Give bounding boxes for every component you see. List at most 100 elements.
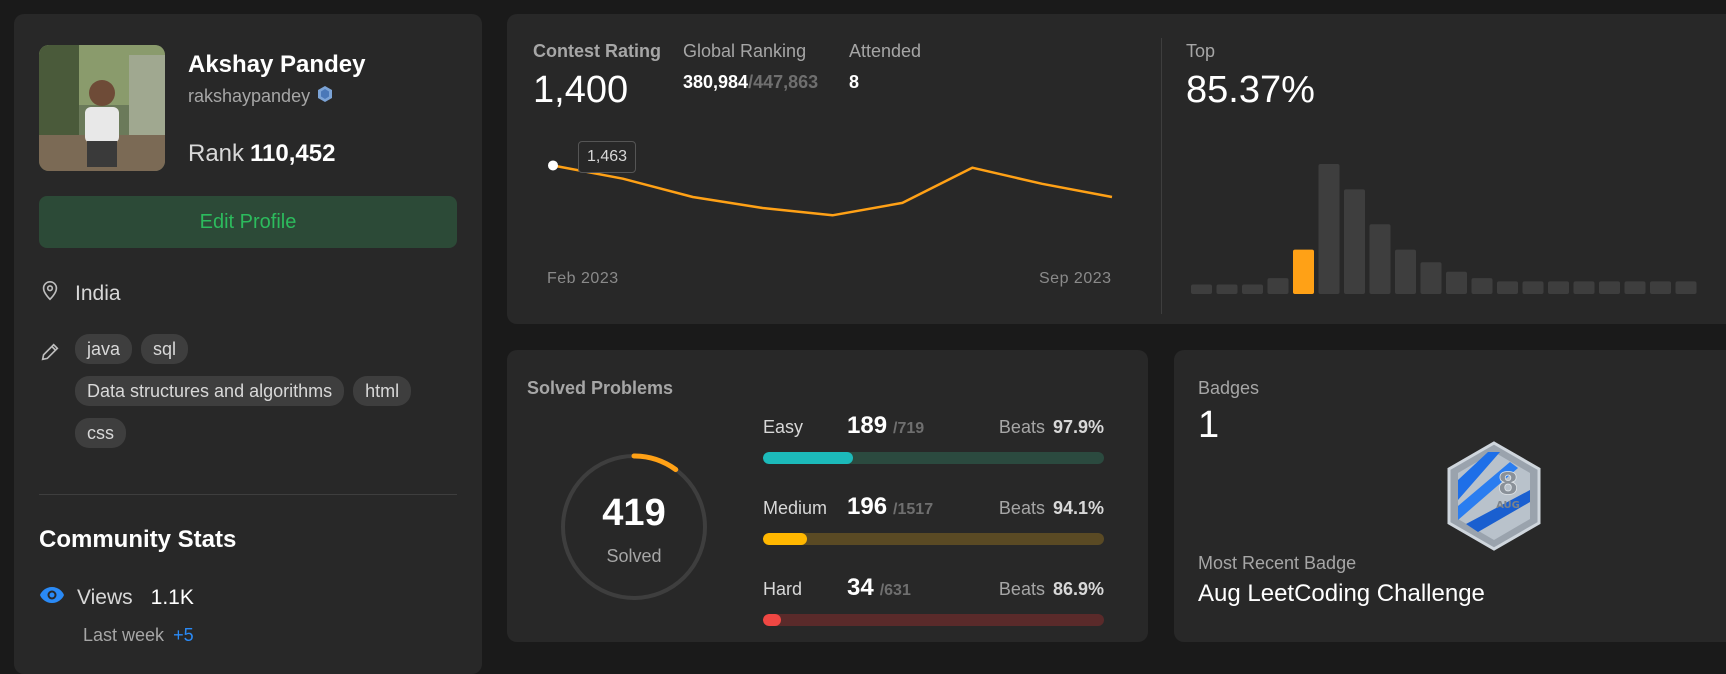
difficulty-bar-fill [763,452,853,464]
views-stat: Views 1.1K [39,586,194,610]
skill-tag[interactable]: Data structures and algorithms [75,376,345,406]
skill-tag[interactable]: sql [141,334,189,364]
histogram-bar [1242,284,1263,294]
rating-line-chart[interactable] [507,14,1147,324]
x-tick-label: Sep 2023 [1039,270,1112,287]
divider [39,494,457,495]
global-ranking-label: Global Ranking [683,41,807,61]
histogram-bar [1522,281,1544,294]
attended-value: 8 [849,72,860,92]
attended-label: Attended [849,41,922,61]
eye-icon [39,586,65,610]
histogram-bar [1369,224,1391,294]
rating-histogram[interactable] [507,14,1726,324]
difficulty-medium[interactable]: Medium 196 /1517 Beats 94.1% [763,493,1104,545]
histogram-bar [1624,281,1646,294]
histogram-bar [1471,278,1493,294]
histogram-bar [1267,278,1289,294]
aug-badge-icon[interactable]: 8 AUG [1444,440,1544,552]
username: rakshaypandey [188,85,334,108]
difficulty-easy[interactable]: Easy 189 /719 Beats 97.9% [763,412,1104,464]
histogram-bar [1191,284,1212,294]
difficulty-name: Easy [763,417,804,437]
recent-badge-label: Most Recent Badge [1198,553,1357,573]
histogram-bar [1675,281,1697,294]
difficulty-count: 196 [847,493,888,520]
skills-list: java sql Data structures and algorithms … [75,334,455,448]
difficulty-bar-fill [763,533,807,545]
solved-progress-ring [560,453,708,601]
global-total: /447,863 [748,72,819,92]
difficulty-name: Hard [763,579,803,599]
top-label: Top [1186,41,1216,61]
contest-rating-label: Contest Rating [533,41,661,61]
difficulty-bar-fill [763,614,782,626]
rank-value: 110,452 [250,140,336,167]
beats-value: 97.9% [1052,417,1104,437]
profile-name: Akshay Pandey [188,51,366,78]
last-week-label: Last week [83,625,165,645]
badges-card: Badges 1 8 AUG Most Recent Badge Aug Lee… [1174,350,1726,642]
contest-rating-value: 1,400 [533,69,629,111]
beats-label: Beats [998,417,1045,437]
edit-profile-button[interactable]: Edit Profile [39,196,457,248]
histogram-bar [1420,262,1442,294]
avatar[interactable] [39,45,165,171]
beats-value: 86.9% [1052,579,1104,599]
difficulty-hard[interactable]: Hard 34 /631 Beats 86.9% [763,574,1104,626]
beats-value: 94.1% [1052,498,1104,518]
skill-tag[interactable]: css [75,418,126,448]
profile-card: Akshay Pandey rakshaypandey Rank 110,452 … [14,14,482,674]
solved-label: Solved [606,546,662,566]
histogram-bar [1548,281,1569,294]
location-text: India [75,282,121,305]
difficulty-total: /1517 [893,501,934,518]
histogram-bar [1497,281,1518,294]
rating-point [548,160,558,171]
histogram-bar [1318,164,1340,294]
skill-tag[interactable]: html [353,376,412,406]
skill-tag[interactable]: java [75,334,133,364]
histogram-bar [1216,284,1238,294]
difficulty-bar [763,533,1104,545]
solved-title: Solved Problems [527,378,674,398]
difficulty-total: /719 [893,420,925,437]
beats: Beats 94.1% [999,498,1104,519]
views-last-week: Last week +5 [83,625,194,646]
histogram-bar [1395,249,1416,294]
x-tick-label: Feb 2023 [547,270,619,287]
views-label: Views [77,586,133,609]
badge-month: AUG [1496,500,1520,511]
contest-card: Contest Rating 1,400 Global Ranking 380,… [507,14,1726,324]
last-week-change: +5 [173,625,194,645]
rating-tooltip: 1,463 [578,141,637,173]
histogram-bar [1344,189,1365,294]
difficulty-name: Medium [763,498,828,518]
location: India [39,280,121,308]
badge-number: 8 [1498,467,1519,502]
difficulty-bar [763,614,1104,626]
solved-total: 419 [602,492,666,534]
solved-progress-arc [560,453,708,601]
histogram-bar [1293,249,1314,294]
rating-line [552,164,1113,217]
top-value: 85.37% [1186,69,1315,111]
histogram-bar [1446,271,1467,294]
username-text: rakshaypandey [188,86,311,106]
global-rank: 380,984 [683,72,749,92]
histogram-bar [1599,281,1620,294]
badges-count: 1 [1198,404,1220,446]
beats: Beats 86.9% [999,579,1104,600]
beats-label: Beats [998,498,1045,518]
rank-label: Rank [188,140,245,167]
histogram-bar [1650,281,1671,294]
difficulty-count: 34 [847,574,874,601]
difficulty-count: 189 [847,412,888,439]
skills-tag-icon [39,341,61,368]
views-value: 1.1K [150,586,194,609]
difficulty-bar [763,452,1104,464]
histogram-bar [1573,281,1595,294]
badges-label: Badges [1198,378,1260,398]
recent-badge-name: Aug LeetCoding Challenge [1198,580,1485,607]
location-pin-icon [39,280,61,308]
